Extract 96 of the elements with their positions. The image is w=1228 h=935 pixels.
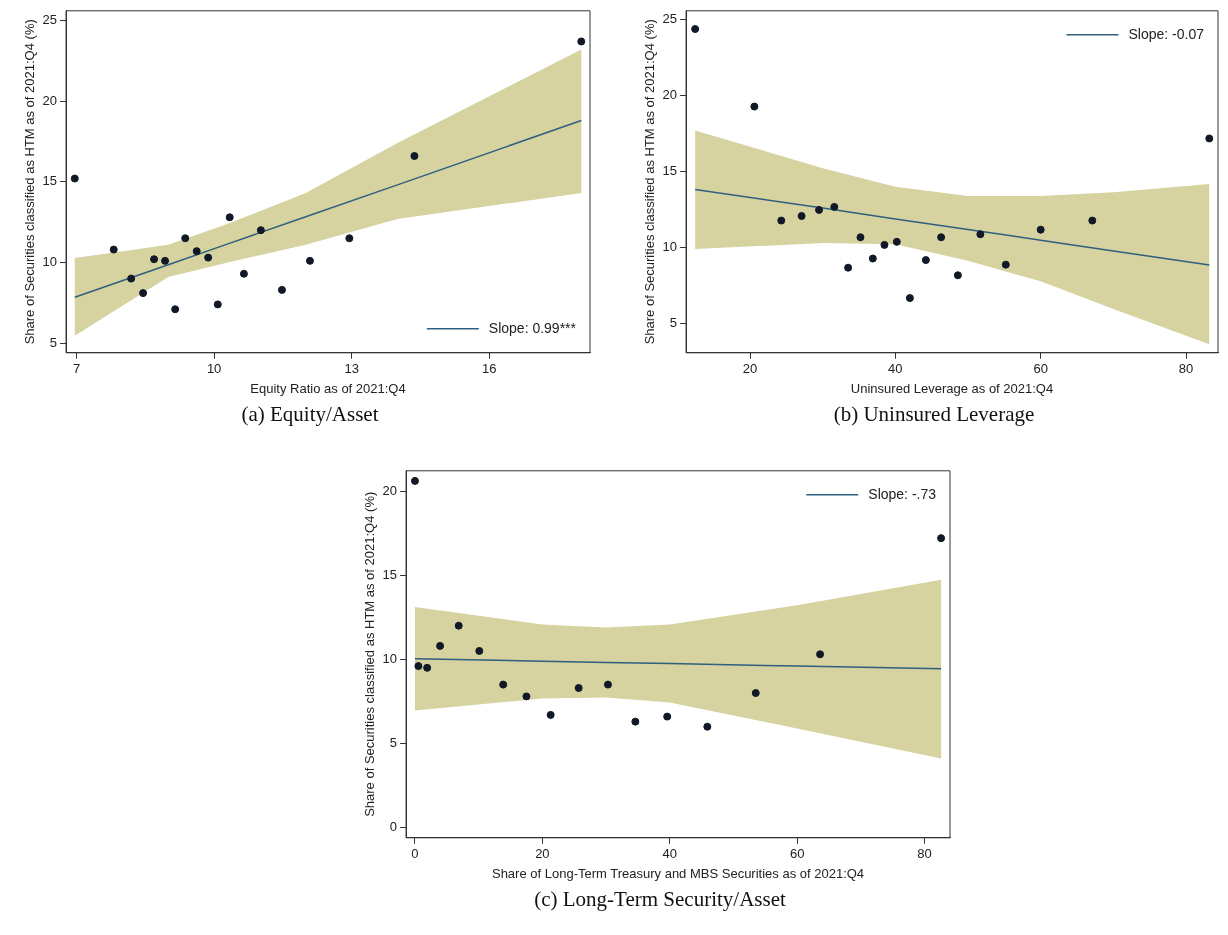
y-tick-label: 25: [42, 12, 58, 28]
point: [423, 663, 432, 672]
point: [976, 230, 985, 239]
x-tick-label: 0: [411, 846, 419, 862]
point: [631, 717, 640, 726]
point: [703, 722, 712, 731]
y-tick-label: 0: [389, 819, 398, 835]
point: [868, 254, 877, 263]
point: [1036, 225, 1045, 234]
y-tick-label: 20: [382, 482, 398, 498]
legend-label: Slope: 0.99***: [488, 319, 577, 336]
point: [454, 621, 463, 630]
text: (c) Long-Term Security/Asset: [533, 887, 787, 912]
point: [345, 234, 354, 243]
x-tick-label: 10: [206, 361, 222, 377]
y-tick-label: 5: [669, 315, 678, 331]
point: [410, 151, 419, 160]
point: [880, 240, 889, 249]
x-tick-label: 40: [662, 846, 677, 862]
text: (b) Uninsured Leverage: [832, 402, 1036, 427]
point: [1205, 134, 1214, 143]
y-tick-label: 10: [382, 650, 398, 666]
point: [150, 255, 159, 264]
point: [797, 212, 806, 220]
point: [751, 689, 760, 698]
point: [546, 710, 555, 719]
point: [204, 253, 213, 262]
x-axis-title: Share of Long-Term Treasury and MBS Securities as of 2021:Q4: [491, 865, 865, 881]
point: [239, 269, 248, 278]
x-tick-label: 13: [344, 361, 359, 377]
y-tick-label: 5: [389, 735, 398, 751]
point: [414, 662, 423, 671]
point: [816, 650, 825, 659]
point: [277, 285, 286, 294]
point: [225, 213, 234, 222]
point: [1088, 216, 1097, 225]
point: [1001, 260, 1010, 269]
y-tick-label: 20: [662, 87, 678, 103]
point: [953, 271, 962, 280]
point: [844, 263, 853, 272]
y-axis-title: Share of Securities classified as HTM as of 2021:Q4 (%): [362, 491, 378, 817]
point: [750, 102, 759, 111]
point: [181, 234, 190, 243]
y-tick-label: 15: [382, 566, 398, 582]
x-tick-label: 40: [888, 361, 903, 377]
x-tick-label: 20: [535, 846, 550, 862]
x-tick-label: 60: [1033, 361, 1048, 377]
point: [663, 712, 672, 721]
x-tick-label: 16: [481, 361, 497, 377]
y-tick-label: 10: [42, 254, 58, 270]
point: [892, 237, 901, 246]
y-tick-label: 20: [42, 92, 58, 108]
y-tick-label: 25: [662, 11, 678, 27]
point: [577, 37, 586, 46]
x-tick-label: 80: [917, 846, 932, 862]
y-axis-title: Share of Securities classified as HTM as of 2021:Q4 (%): [642, 19, 658, 345]
x-tick-label: 60: [789, 846, 805, 862]
legend-label: Slope: -.73: [868, 485, 937, 502]
point: [777, 216, 786, 225]
point: [213, 300, 222, 309]
point: [815, 205, 824, 214]
y-tick-label: 5: [49, 334, 58, 350]
point: [475, 646, 484, 655]
point: [256, 226, 265, 235]
point: [127, 274, 136, 283]
point: [603, 680, 612, 689]
point: [70, 174, 79, 183]
x-tick-label: 20: [742, 361, 758, 377]
point: [574, 683, 583, 692]
point: [499, 680, 508, 689]
point: [921, 256, 930, 265]
point: [937, 233, 946, 242]
point: [905, 294, 914, 303]
x-axis-title: Equity Ratio as of 2021:Q4: [250, 380, 406, 396]
point: [410, 476, 419, 485]
point: [522, 692, 531, 701]
point: [937, 534, 946, 543]
x-axis-title: Uninsured Leverage as of 2021:Q4: [850, 380, 1054, 396]
point: [171, 305, 180, 314]
legend-label: Slope: -0.07: [1128, 25, 1205, 42]
point: [192, 247, 201, 256]
x-tick-label: 80: [1178, 361, 1194, 377]
y-axis-title: Share of Securities classified as HTM as of 2021:Q4 (%): [22, 19, 38, 345]
point: [830, 202, 839, 211]
point: [305, 256, 314, 265]
text: (a) Equity/Asset: [240, 402, 380, 427]
point: [109, 245, 118, 254]
point: [856, 233, 865, 242]
point: [436, 641, 445, 650]
point: [691, 25, 700, 34]
point: [139, 289, 148, 298]
y-tick-label: 10: [662, 239, 678, 255]
point: [161, 256, 170, 265]
x-tick-label: 7: [72, 361, 81, 377]
y-tick-label: 15: [662, 163, 678, 179]
y-tick-label: 15: [42, 173, 58, 189]
